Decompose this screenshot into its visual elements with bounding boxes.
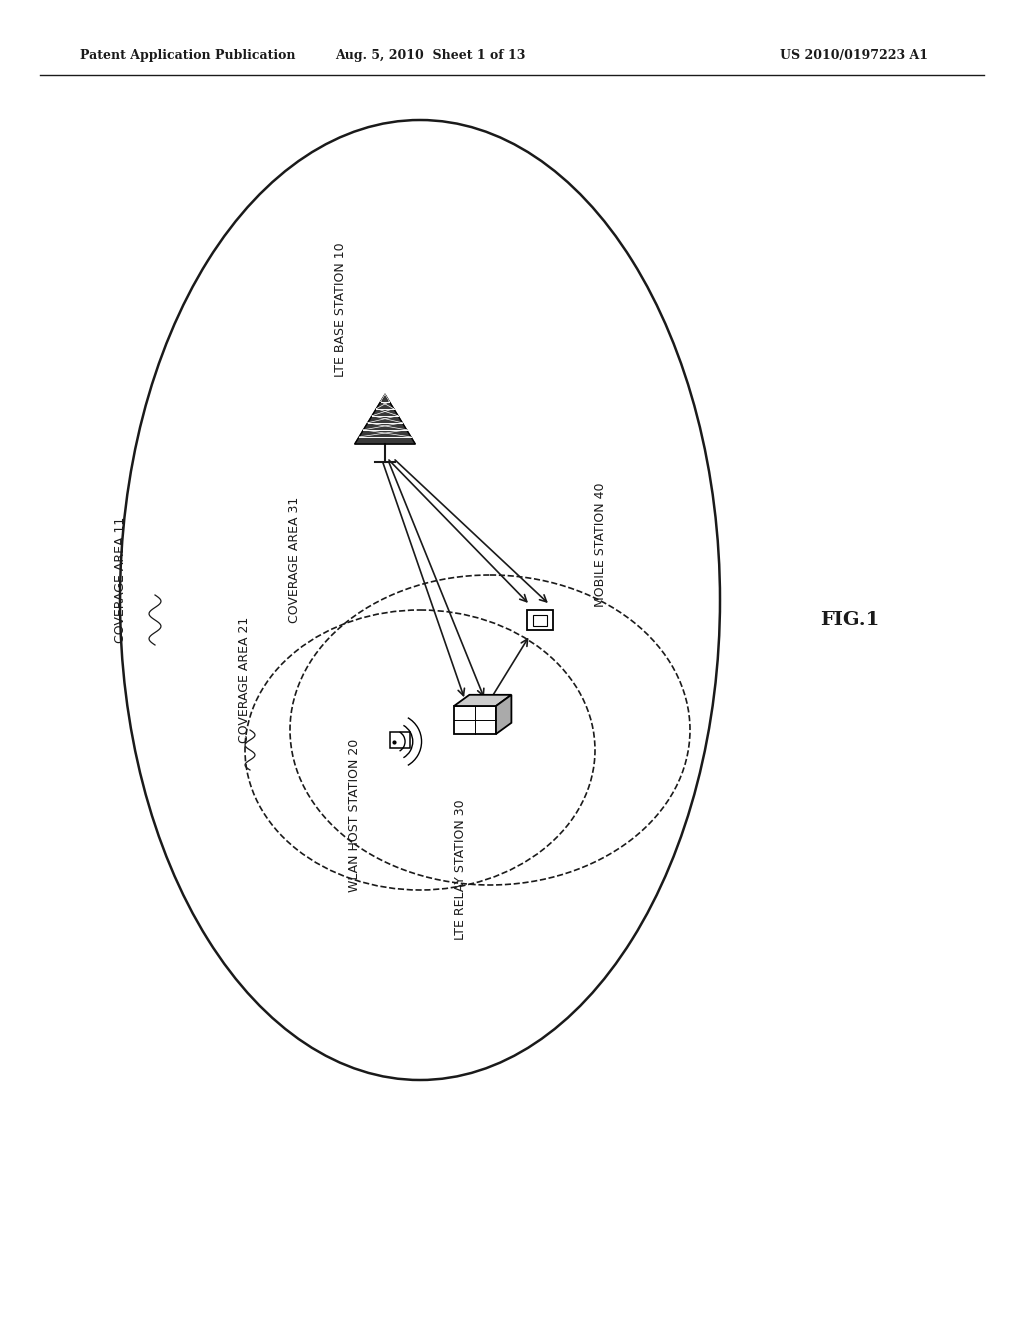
Text: FIG.1: FIG.1 [820, 611, 880, 630]
Text: MOBILE STATION 40: MOBILE STATION 40 [594, 483, 606, 607]
Text: COVERAGE AREA 31: COVERAGE AREA 31 [289, 496, 301, 623]
Text: LTE RELAY STATION 30: LTE RELAY STATION 30 [454, 800, 467, 940]
Text: Patent Application Publication: Patent Application Publication [80, 49, 296, 62]
Polygon shape [390, 733, 410, 747]
Text: Aug. 5, 2010  Sheet 1 of 13: Aug. 5, 2010 Sheet 1 of 13 [335, 49, 525, 62]
Text: LTE BASE STATION 10: LTE BASE STATION 10 [334, 243, 346, 378]
Text: WLAN HOST STATION 20: WLAN HOST STATION 20 [348, 738, 361, 891]
Polygon shape [527, 610, 553, 630]
Polygon shape [532, 615, 547, 626]
Text: US 2010/0197223 A1: US 2010/0197223 A1 [780, 49, 928, 62]
Polygon shape [454, 706, 496, 734]
Polygon shape [496, 694, 511, 734]
Text: COVERAGE AREA 11: COVERAGE AREA 11 [114, 517, 127, 643]
Text: COVERAGE AREA 21: COVERAGE AREA 21 [239, 616, 252, 743]
Polygon shape [454, 694, 511, 706]
Polygon shape [354, 395, 416, 444]
